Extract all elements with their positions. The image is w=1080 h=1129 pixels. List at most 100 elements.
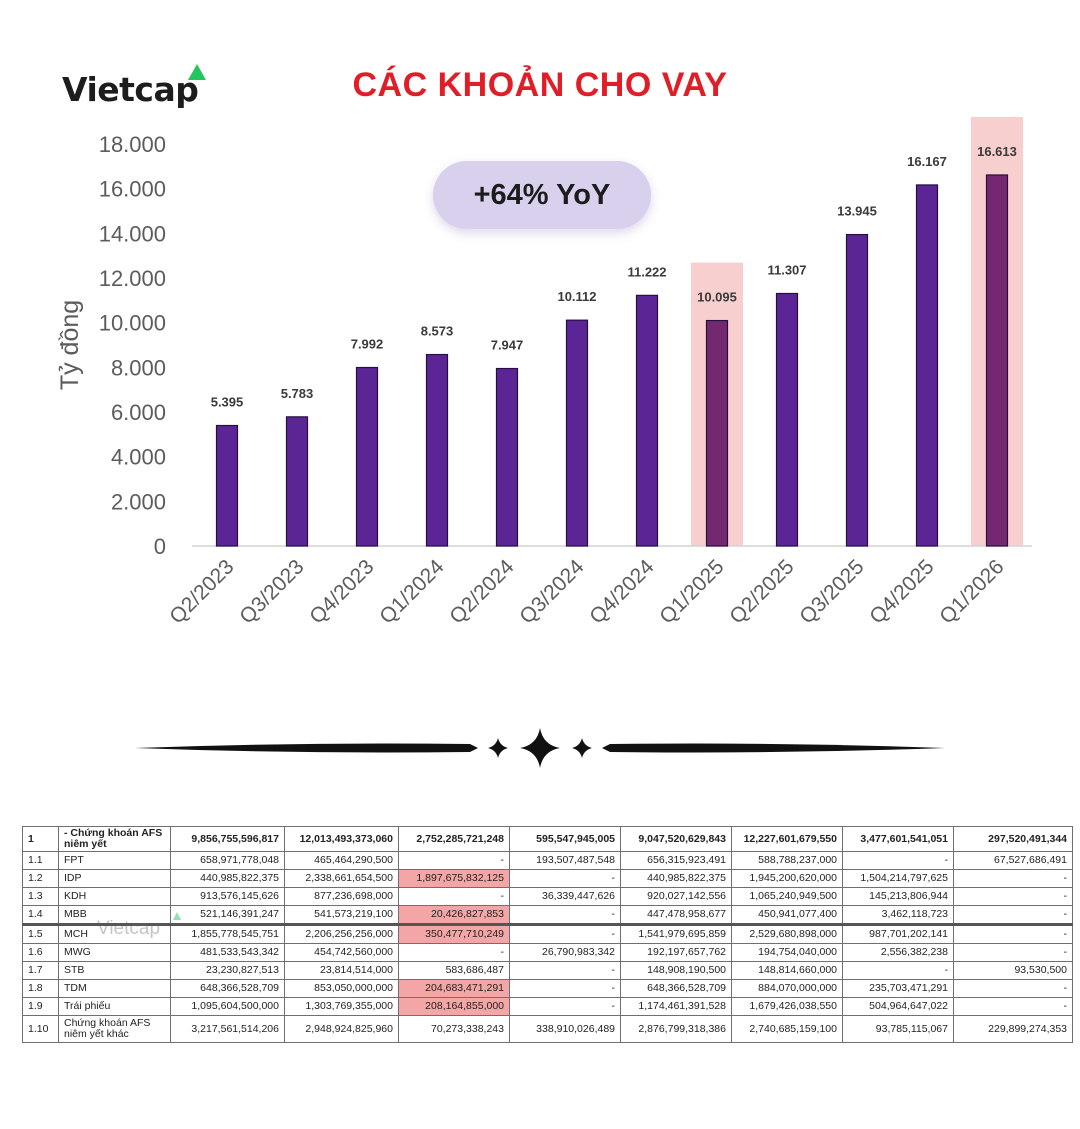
- table-cell: -: [509, 869, 621, 888]
- table-cell: 235,703,471,291: [842, 979, 954, 998]
- data-label: 11.222: [627, 264, 666, 279]
- table-cell: 1,855,778,545,751: [170, 923, 285, 944]
- table-cell: 648,366,528,709: [620, 979, 732, 998]
- row-index: 1.4: [22, 905, 59, 925]
- bar: [425, 353, 449, 547]
- table-cell: -: [953, 979, 1073, 998]
- table-cell: 465,464,290,500: [284, 851, 399, 870]
- table-cell: 2,948,924,825,960: [284, 1015, 399, 1043]
- data-label: 10.112: [557, 289, 596, 304]
- row-index: 1.6: [22, 943, 59, 962]
- bar: [985, 174, 1009, 547]
- bar: [495, 367, 519, 547]
- row-index: 1.8: [22, 979, 59, 998]
- table-cell: -: [509, 905, 621, 925]
- data-label: 13.945: [837, 204, 877, 219]
- table-cell: 3,217,561,514,206: [170, 1015, 285, 1043]
- row-index: 1.1: [22, 851, 59, 870]
- table-row: 1.10 Chứng khoán AFS niêm yết khác 3,217,5…: [22, 1015, 1073, 1043]
- table-row: 1.7 STB 23,230,827,513 23,814,514,000 583,68…: [22, 961, 1073, 980]
- table-cell: 583,686,487: [398, 961, 510, 980]
- divider-line-left: [135, 743, 478, 753]
- green-triangle-icon: [188, 64, 206, 80]
- table-cell: 656,315,923,491: [620, 851, 732, 870]
- x-tick-label: Q3/2025: [795, 555, 868, 628]
- row-index: 1.2: [22, 869, 59, 888]
- table-cell: 2,556,382,238: [842, 943, 954, 962]
- table-cell: 440,985,822,375: [620, 869, 732, 888]
- table-cell: 2,752,285,721,248: [398, 826, 510, 852]
- data-label: 11.307: [767, 262, 806, 277]
- y-tick-label: 2.000: [111, 489, 166, 514]
- row-index: 1.3: [22, 887, 59, 906]
- table-cell: 1,541,979,695,859: [620, 923, 732, 944]
- vietcap-logo: Vietcap: [62, 70, 199, 109]
- table-cell: 26,790,983,342: [509, 943, 621, 962]
- table-cell: 2,338,661,654,500: [284, 869, 399, 888]
- row-index: 1.5: [22, 923, 59, 944]
- bar: [565, 319, 589, 547]
- table-cell: 2,740,685,159,100: [731, 1015, 843, 1043]
- watermark-triangle-icon: [173, 912, 181, 920]
- data-label: 7.947: [491, 338, 524, 353]
- table-cell: 297,520,491,344: [953, 826, 1073, 852]
- table-cell: 204,683,471,291: [398, 979, 510, 998]
- row-label: Trái phiếu: [58, 997, 171, 1016]
- y-axis-label: Tỷ đồng: [56, 300, 84, 390]
- sparkle-icon: [520, 728, 560, 768]
- table-cell: 208,164,855,000: [398, 997, 510, 1016]
- table-cell: -: [509, 979, 621, 998]
- table-cell: 987,701,202,141: [842, 923, 954, 944]
- table-cell: 658,971,778,048: [170, 851, 285, 870]
- y-tick-label: 8.000: [111, 355, 166, 380]
- table-row: 1.5 MCH 1,855,778,545,751 2,206,256,256,000…: [22, 923, 1073, 944]
- table-row: 1.9 Trái phiếu 1,095,604,500,000 1,303,769,…: [22, 997, 1073, 1016]
- row-label: - Chứng khoán AFS niêm yết: [58, 826, 171, 852]
- table-cell: 1,679,426,038,550: [731, 997, 843, 1016]
- table-cell: -: [842, 961, 954, 980]
- table-cell: 194,754,040,000: [731, 943, 843, 962]
- table-cell: 67,527,686,491: [953, 851, 1073, 870]
- y-tick-label: 6.000: [111, 400, 166, 425]
- table-cell: 93,530,500: [953, 961, 1073, 980]
- x-tick-label: Q2/2024: [445, 555, 518, 628]
- table-cell: 521,146,391,247: [170, 905, 285, 925]
- x-tick-label: Q2/2025: [725, 555, 798, 628]
- table-cell: 3,462,118,723: [842, 905, 954, 925]
- table-row: 1.3 KDH 913,576,145,626 877,236,698,000-36,…: [22, 887, 1073, 906]
- table-cell: 350,477,710,249: [398, 923, 510, 944]
- data-label: 5.395: [211, 395, 244, 410]
- table-row: 1.2 IDP 440,985,822,375 2,338,661,654,500 1,…: [22, 869, 1073, 888]
- table-cell: 853,050,000,000: [284, 979, 399, 998]
- table-cell: 595,547,945,005: [509, 826, 621, 852]
- table-cell: 36,339,447,626: [509, 887, 621, 906]
- row-label: FPT: [58, 851, 171, 870]
- y-tick-label: 14.000: [99, 221, 166, 246]
- data-label: 8.573: [421, 324, 454, 339]
- table-cell: 12,227,601,679,550: [731, 826, 843, 852]
- y-tick-label: 4.000: [111, 445, 166, 470]
- table-cell: 541,573,219,100: [284, 905, 399, 925]
- sparkle-small-right-icon: [572, 738, 592, 758]
- row-label: Chứng khoán AFS niêm yết khác: [58, 1015, 171, 1043]
- table-cell: 70,273,338,243: [398, 1015, 510, 1043]
- table-cell: -: [953, 997, 1073, 1016]
- data-label: 7.992: [351, 337, 384, 352]
- table-row: 1.8 TDM 648,366,528,709 853,050,000,000 204,…: [22, 979, 1073, 998]
- y-tick-label: 18.000: [99, 132, 166, 157]
- vietcap-watermark: Vietcap: [97, 918, 161, 939]
- row-index: 1.7: [22, 961, 59, 980]
- table-cell: 1,174,461,391,528: [620, 997, 732, 1016]
- y-tick-label: 12.000: [99, 266, 166, 291]
- bar: [215, 424, 239, 547]
- x-tick-label: Q1/2024: [375, 555, 448, 628]
- table-cell: -: [953, 887, 1073, 906]
- table-cell: 12,013,493,373,060: [284, 826, 399, 852]
- table-cell: 920,027,142,556: [620, 887, 732, 906]
- row-index: 1: [22, 826, 59, 852]
- divider-line-right: [602, 743, 945, 753]
- table-cell: 23,814,514,000: [284, 961, 399, 980]
- table-cell: 913,576,145,626: [170, 887, 285, 906]
- table-cell: -: [953, 923, 1073, 944]
- table-cell: 2,529,680,898,000: [731, 923, 843, 944]
